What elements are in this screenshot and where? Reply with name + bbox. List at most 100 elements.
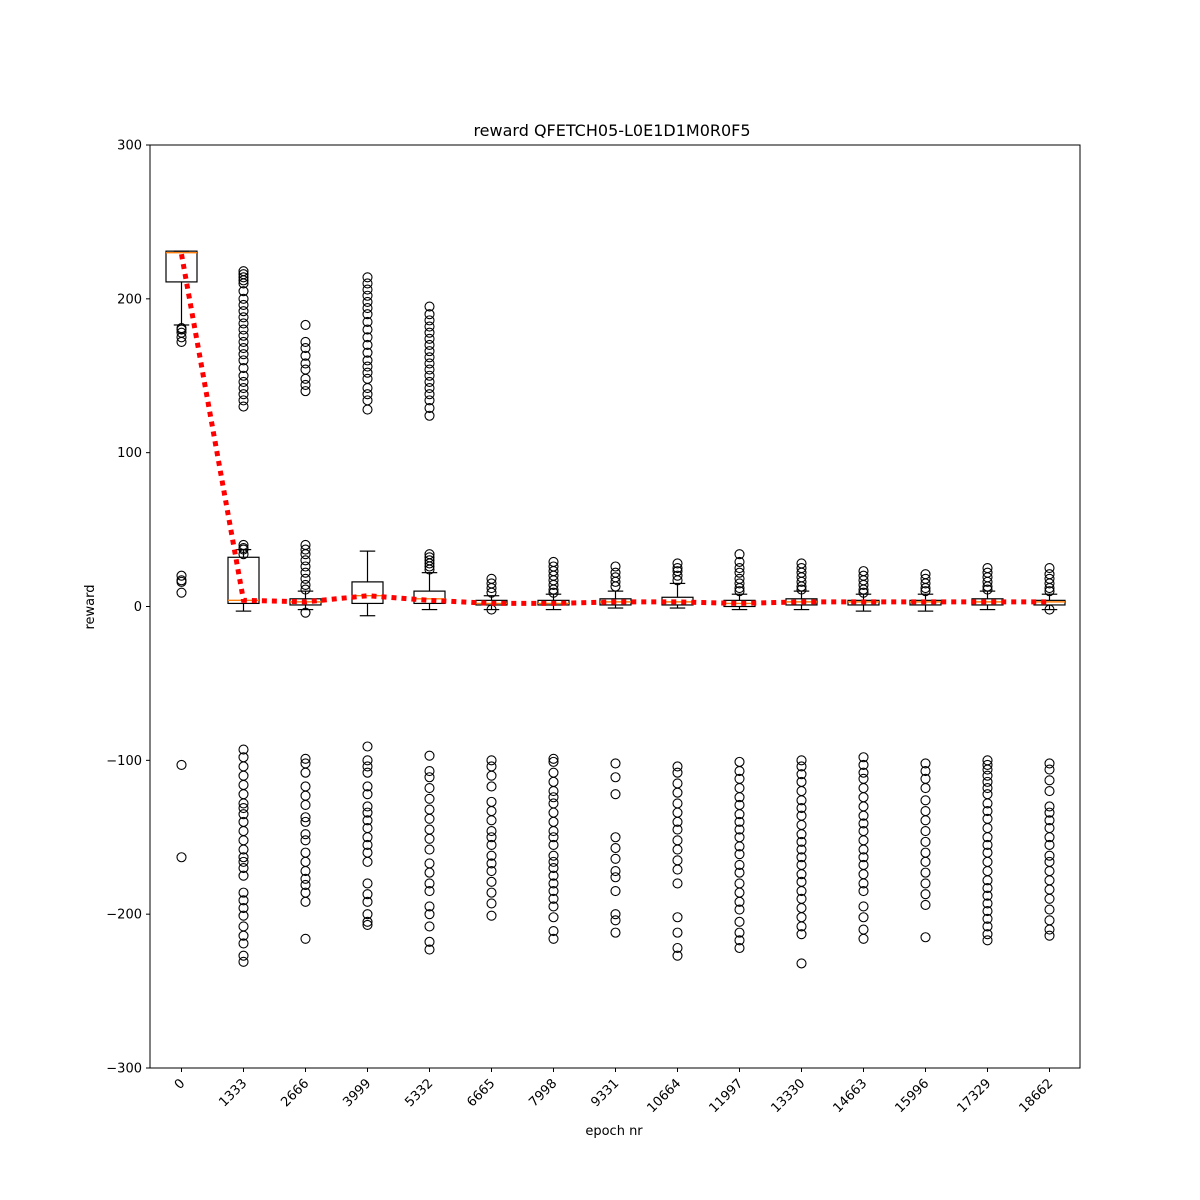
outlier-point [424,901,435,912]
outlier-point [486,898,497,909]
outlier-point [362,919,373,930]
outlier-point [238,852,249,863]
outlier-point [548,870,559,881]
outlier-point [548,753,559,764]
outlier-point [238,355,249,366]
outlier-point [362,303,373,314]
outlier-point [238,950,249,961]
outlier-point [486,858,497,869]
outlier-point [424,389,435,400]
outlier-point [238,938,249,949]
outlier-point [920,586,931,597]
outlier-point [548,862,559,874]
outlier-point [362,324,373,335]
outlier-point [734,766,745,777]
y-axis-label: reward [83,584,98,629]
outlier-point [734,896,745,907]
outlier-point [858,587,869,598]
outlier-point [362,789,373,800]
outlier-point [796,921,807,932]
outlier-point [424,410,435,421]
outlier-point [238,544,249,555]
outlier-point [1044,775,1055,786]
outlier-point [672,950,683,961]
outlier-point [424,909,435,920]
outlier-point [424,561,435,572]
outlier-point [548,850,559,861]
outlier-point [548,756,559,767]
outlier-point [982,584,993,595]
outlier-point [610,561,621,572]
outlier-point [858,933,869,944]
outlier-point [734,942,745,954]
outlier-point [362,896,373,907]
outlier-point [796,852,807,863]
y-tick-label: 200 [117,292,142,307]
outlier-point [424,564,435,575]
outlier-point [486,910,497,921]
outlier-point [1044,839,1055,850]
outlier-point [672,562,683,574]
outlier-point [300,873,311,884]
outlier-point [548,856,559,867]
outlier-point [300,373,311,384]
outlier-point [176,576,187,587]
outlier-point [424,793,435,804]
outlier-point [362,367,373,378]
outlier-point [362,284,373,295]
outlier-point [300,319,311,331]
outlier-point [920,795,931,806]
outlier-point [610,581,621,592]
outlier-point [238,330,249,341]
outlier-point [424,346,435,357]
outlier-point [672,575,683,586]
outlier-point [734,567,745,578]
outlier-point [424,558,435,569]
outlier-point [1044,815,1055,826]
outlier-point [610,832,621,843]
outlier-point [300,573,311,584]
outlier-point [982,764,993,775]
outlier-point [1044,893,1055,904]
outlier-point [176,570,187,581]
outlier-point [362,761,373,772]
outlier-point [362,807,373,818]
outlier-point [238,383,249,394]
outlier-point [238,293,249,304]
outlier-point [672,787,683,798]
outlier-point [610,853,621,864]
outlier-point [486,850,497,861]
outlier-point [424,352,435,363]
outlier-point [920,826,931,837]
outlier-point [734,916,745,927]
outlier-point [920,815,931,826]
outlier-point [238,802,249,814]
outlier-point [548,832,559,843]
outlier-point [238,389,249,400]
outlier-point [610,909,621,920]
outlier-point [858,579,869,591]
outlier-point [672,767,683,778]
outlier-point [424,844,435,855]
outlier-point [734,562,745,574]
outlier-point [300,879,311,890]
outlier-point [548,878,559,889]
outlier-point [548,579,559,591]
outlier-point [734,824,745,835]
outlier-point [300,336,311,347]
outlier-point [238,324,249,335]
outlier-point [486,826,497,837]
outlier-point [238,272,249,283]
outlier-point [982,806,993,817]
outlier-point [982,882,993,894]
outlier-point [486,582,497,594]
outlier-point [362,272,373,283]
outlier-point [300,829,311,840]
outlier-point [362,309,373,320]
outlier-point [672,878,683,889]
outlier-point [548,901,559,912]
outlier-point [548,886,559,897]
outlier-point [238,401,249,412]
outlier-point [858,878,869,889]
outlier-point [300,835,311,846]
